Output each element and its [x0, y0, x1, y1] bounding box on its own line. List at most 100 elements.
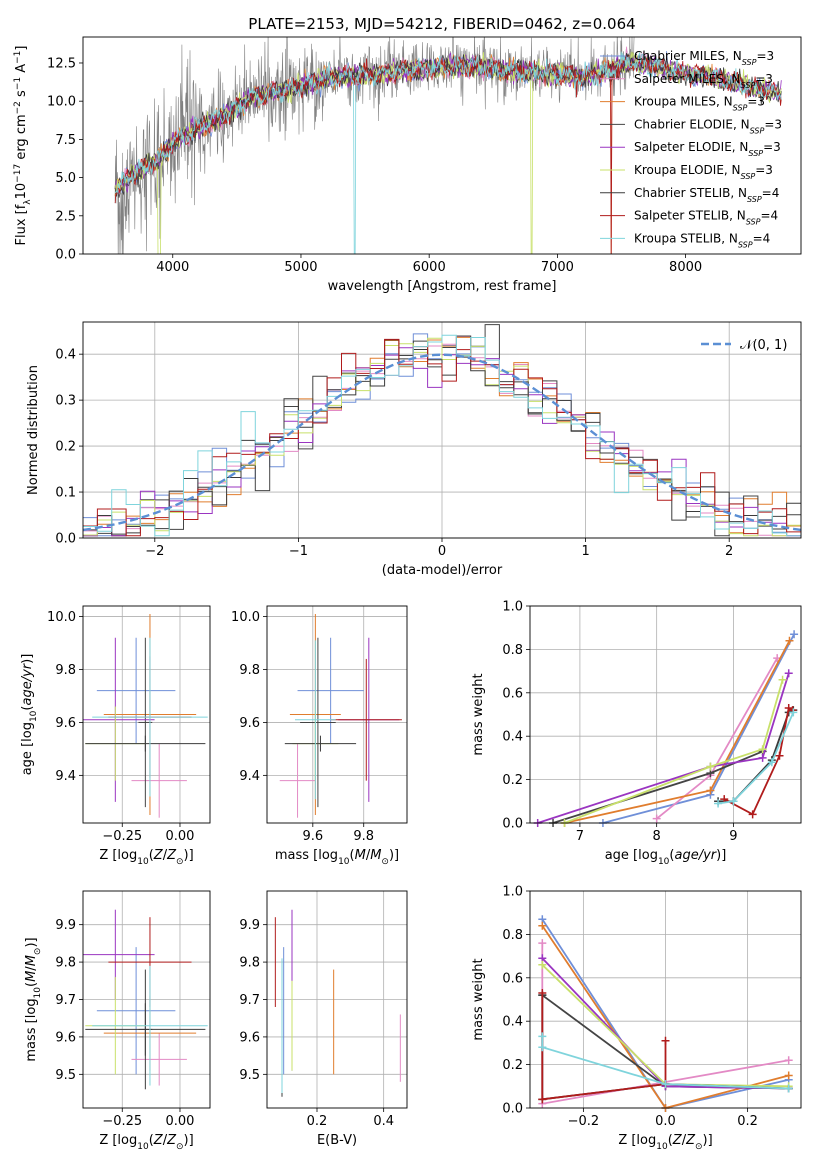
point-marker-KroupaMILES — [538, 921, 547, 930]
weight_vs_age-frame — [529, 605, 802, 824]
y-tick-label: 10.0 — [47, 95, 76, 110]
series-line-ChabrierMILES — [541, 918, 789, 1108]
x-axis-label: Z [log10(Z/Z⊙)] — [99, 848, 193, 867]
spectrum-axes: 4000 5000 6000 7000 8000 0.0 2.5 5.0 7.5 10.0 12.5 — [47, 37, 782, 275]
series-line-SalpeterMILES — [656, 657, 778, 820]
y-tick-label: 0.8 — [502, 928, 523, 943]
y-tick-label: 0.0 — [55, 532, 76, 547]
gauss-legend-label: 𝒩(0, 1) — [740, 338, 787, 353]
x-tick-label: 8000 — [669, 260, 702, 275]
series-line-KroupaELODIE — [564, 679, 784, 823]
residuals-frame — [82, 321, 802, 539]
point-marker-KroupaSTELIB — [784, 1084, 793, 1093]
x-tick-label: 9.6 — [302, 829, 323, 844]
legend-entry-KroupaSTELIB: Kroupa STELIB, NSSP=4 — [634, 231, 770, 249]
point-marker-KroupaSTELIB — [661, 1080, 670, 1089]
point-marker-KroupaMILES — [706, 786, 715, 795]
spectrum-legend: Chabrier MILES, NSSP=3 Salpeter MILES, NS… — [600, 49, 782, 249]
mass_vs_Z-frame — [82, 890, 211, 1109]
x-tick-label: 0.2 — [737, 1114, 758, 1129]
residual-hist-KroupaELODIE — [83, 337, 801, 537]
y-tick-label: 9.6 — [55, 1030, 76, 1045]
y-tick-label: 0.8 — [502, 643, 523, 658]
y-tick-label: 0.2 — [502, 773, 523, 788]
y-tick-label: 9.6 — [239, 1030, 260, 1045]
y-tick-label: 9.7 — [239, 993, 260, 1008]
point-marker-SalpeterELODIE — [758, 753, 767, 762]
y-tick-label: 0.2 — [55, 440, 76, 455]
y-tick-label: 1.0 — [502, 885, 523, 900]
point-marker-SalpeterELODIE — [784, 669, 793, 678]
x-tick-label: 0 — [438, 544, 446, 559]
point-marker-KroupaSTELIB — [789, 708, 798, 717]
residual-hist-KroupaSTELIB — [83, 334, 801, 537]
x-tick-label: 4000 — [156, 260, 189, 275]
point-marker-KroupaSTELIB — [538, 1043, 547, 1052]
point-marker-KroupaSTELIB — [714, 799, 723, 808]
series-line-KroupaMILES — [564, 640, 791, 823]
point-marker-KroupaELODIE — [778, 675, 787, 684]
x-tick-label: 8 — [653, 829, 661, 844]
point-marker-SalpeterSTELIB — [775, 751, 784, 760]
x-tick-label: −2 — [145, 544, 164, 559]
age_vs_Z-frame — [82, 605, 211, 824]
series-line-SalpeterSTELIB — [723, 706, 794, 816]
x-axis-label: Z [log10(Z/Z⊙)] — [618, 1133, 712, 1152]
y-tick-label: 0.0 — [502, 817, 523, 832]
y-tick-label: 9.8 — [239, 956, 260, 971]
y-tick-label: 9.9 — [55, 918, 76, 933]
x-axis-label: mass [log10(M/M⊙)] — [275, 848, 399, 867]
x-tick-label: 9.8 — [353, 829, 374, 844]
point-marker-SalpeterMILES — [784, 1056, 793, 1065]
x-tick-label: 1 — [581, 544, 589, 559]
series-line-KroupaSTELIB — [717, 711, 795, 805]
x-axis-label: (data-model)/error — [382, 563, 503, 578]
y-tick-label: 5.0 — [55, 171, 76, 186]
x-axis-label: wavelength [Angstrom, rest frame] — [328, 279, 557, 294]
x-tick-label: −0.25 — [102, 829, 142, 844]
y-tick-label: 1.0 — [502, 600, 523, 615]
point-marker-KroupaELODIE — [706, 762, 715, 771]
y-tick-label: 9.4 — [239, 769, 260, 784]
age_vs_mass-frame — [266, 605, 408, 824]
point-marker-KroupaSTELIB — [538, 1032, 547, 1041]
spectrum-model-KroupaSTELIB — [114, 51, 782, 254]
point-marker-KroupaELODIE — [538, 960, 547, 969]
y-tick-label: 9.8 — [55, 956, 76, 971]
x-tick-label: 2 — [725, 544, 733, 559]
point-marker-SalpeterMILES — [538, 939, 547, 948]
x-tick-label: 0.00 — [166, 1114, 195, 1129]
legend-entry-ChabrierMILES: Chabrier MILES, NSSP=3 — [634, 49, 774, 67]
y-tick-label: 9.8 — [55, 663, 76, 678]
point-marker-KroupaSTELIB — [729, 797, 738, 806]
x-axis-label: age [log10(age/yr)] — [605, 848, 727, 867]
y-tick-label: 9.9 — [239, 918, 260, 933]
y-tick-label: 2.5 — [55, 209, 76, 224]
y-tick-label: 0.3 — [55, 394, 76, 409]
y-axis-label: Normed distribution — [26, 365, 41, 495]
legend-entry-KroupaMILES: Kroupa MILES, NSSP=3 — [634, 95, 765, 113]
y-tick-label: 0.4 — [55, 348, 76, 363]
point-marker-SalpeterMILES — [652, 814, 661, 823]
mass_vs_ebv-axes: 0.2 0.4 9.5 9.6 9.7 9.8 9.9 — [239, 891, 407, 1129]
weight_vs_age-axes: 7 8 9 0.0 0.2 0.4 0.6 0.8 1.0 — [502, 600, 801, 844]
weight_vs_Z-frame — [529, 890, 802, 1109]
mass_vs_ebv-frame — [266, 890, 408, 1109]
y-tick-label: 0.4 — [502, 1015, 523, 1030]
legend-entry-KroupaELODIE: Kroupa ELODIE, NSSP=3 — [634, 163, 773, 181]
y-tick-label: 7.5 — [55, 133, 76, 148]
legend-entry-ChabrierELODIE: Chabrier ELODIE, NSSP=3 — [634, 117, 782, 135]
y-tick-label: 9.5 — [239, 1068, 260, 1083]
x-tick-label: 5000 — [284, 260, 317, 275]
y-tick-label: 0.6 — [502, 686, 523, 701]
y-axis-label: age [log10(age/yr)] — [20, 654, 39, 776]
point-marker-SalpeterSTELIB — [661, 1036, 670, 1045]
point-marker-SalpeterSTELIB — [538, 988, 547, 997]
age_vs_Z-axes: −0.25 0.00 9.4 9.6 9.8 10.0 — [47, 606, 210, 844]
x-tick-label: 0.4 — [373, 1114, 394, 1129]
x-axis-label: E(B-V) — [317, 1133, 357, 1148]
point-marker-SalpeterSTELIB — [748, 810, 757, 819]
y-tick-label: 10.0 — [47, 610, 76, 625]
y-tick-label: 0.4 — [502, 730, 523, 745]
x-tick-label: 7 — [576, 829, 584, 844]
